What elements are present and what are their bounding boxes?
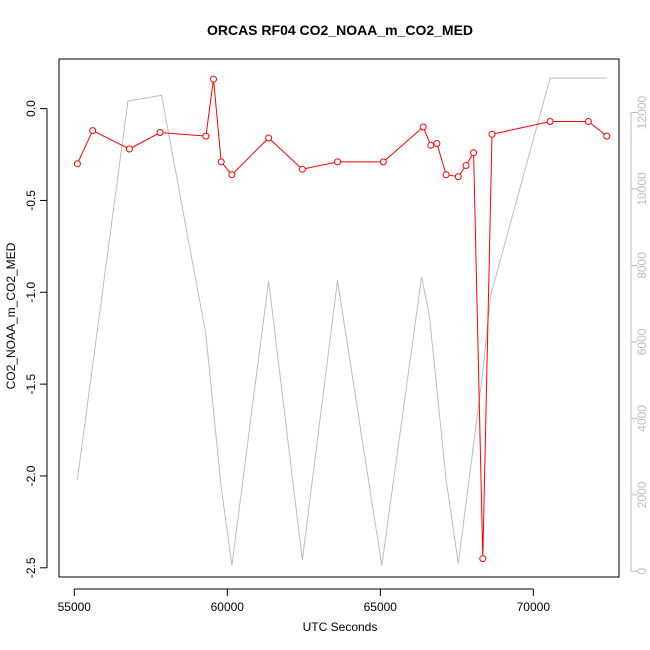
x-axis-label: UTC Seconds: [303, 620, 378, 634]
y-axis-right: 0 2000 4000 6000 8000 10000 12000: [630, 96, 649, 575]
y-tick-label: -2.0: [24, 465, 38, 486]
data-point: [210, 75, 217, 83]
y-tick-label: -1.0: [24, 282, 38, 303]
x-tick-label: 60000: [211, 600, 245, 614]
data-point: [73, 160, 81, 168]
data-point: [379, 158, 387, 166]
data-point: [228, 171, 236, 179]
data-point: [462, 162, 470, 169]
data-point: [479, 555, 487, 563]
data-point: [419, 123, 427, 131]
data-point: [217, 158, 225, 166]
data-point: [156, 129, 164, 136]
data-point: [470, 149, 478, 157]
data-point: [488, 130, 496, 138]
data-point: [427, 141, 435, 149]
data-point: [442, 171, 450, 179]
y2-tick-label: 6000: [635, 328, 649, 355]
data-point: [454, 173, 462, 181]
x-tick-label: 55000: [58, 600, 92, 614]
x-tick-label: 70000: [517, 600, 551, 614]
data-point: [584, 118, 592, 125]
data-point: [546, 118, 554, 125]
series-red: [73, 75, 611, 563]
chart-title: ORCAS RF04 CO2_NOAA_m_CO2_MED: [207, 22, 473, 38]
y-tick-label: -0.5: [24, 190, 38, 211]
data-point: [202, 132, 210, 140]
series-gray: [76, 77, 607, 566]
y-tick-label: -1.5: [24, 373, 38, 394]
y2-tick-label: 10000: [635, 172, 649, 206]
y2-tick-label: 4000: [635, 405, 649, 432]
data-point: [603, 132, 611, 140]
plot-frame: [58, 58, 620, 578]
y2-tick-label: 12000: [635, 96, 649, 130]
series-line-gray: [76, 77, 607, 566]
y-tick-label: 0.0: [24, 100, 38, 117]
x-axis: 55000 60000 65000 70000: [58, 588, 551, 614]
y2-tick-label: 8000: [635, 252, 649, 279]
y2-tick-label: 0: [635, 568, 649, 575]
x-tick-label: 65000: [364, 600, 398, 614]
y-axis-label: CO2_NOAA_m_CO2_MED: [4, 242, 18, 389]
data-point: [89, 127, 97, 135]
data-point: [298, 165, 306, 173]
data-point: [334, 158, 341, 166]
data-point: [265, 134, 273, 142]
y-tick-label: -2.5: [24, 557, 38, 578]
data-point: [433, 140, 441, 147]
y2-tick-label: 2000: [635, 481, 649, 508]
data-point: [125, 145, 133, 153]
y-axis-left: -2.5 -2.0 -1.5 -1.0 -0.5 0.0: [24, 100, 48, 578]
series-line-red: [76, 79, 608, 559]
